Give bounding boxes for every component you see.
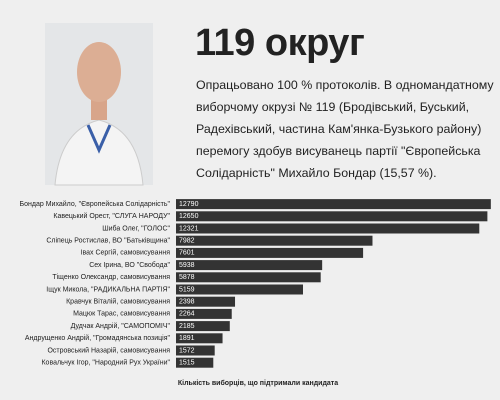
category-label: Шиба Олег, "ГОЛОС"	[102, 224, 170, 232]
bar	[176, 308, 232, 319]
x-axis-label: Кількість виборців, що підтримали кандид…	[178, 379, 338, 387]
bar	[176, 223, 480, 234]
photo	[45, 23, 153, 186]
value-label: 5938	[179, 262, 195, 269]
category-label: Кравчук Віталій, самовисування	[66, 298, 170, 306]
value-label: 12321	[179, 225, 199, 232]
category-label: Іщук Микола, "РАДИКАЛЬНА ПАРТІЯ"	[46, 286, 170, 293]
bar	[176, 272, 321, 283]
category-label: Тіщенко Олександр, самовисування	[52, 273, 170, 281]
value-label: 2264	[179, 311, 195, 318]
value-label: 12790	[179, 201, 199, 208]
bar	[176, 284, 303, 295]
bar	[176, 345, 215, 356]
value-label: 1572	[179, 347, 195, 354]
value-label: 2185	[179, 323, 195, 330]
category-label: Сех Ірина, ВО "Свобода"	[89, 261, 170, 269]
bar	[176, 357, 214, 368]
bar	[176, 333, 223, 344]
category-label: Дудчак Андрій, "САМОПОМІЧ"	[71, 322, 171, 330]
category-label: Івах Сергій, самовисування	[81, 249, 171, 257]
value-label: 1891	[179, 335, 195, 342]
category-label: Кавецький Орест, "СЛУГА НАРОДУ"	[53, 212, 170, 220]
bar	[176, 199, 491, 210]
value-label: 2398	[179, 299, 195, 306]
category-label: Андрущенко Андрій, "Громадянська позиція…	[25, 334, 171, 342]
value-label: 5159	[179, 286, 195, 293]
category-label: Ковальчук Ігор, "Народний Рух України"	[41, 359, 170, 367]
value-label: 5878	[179, 274, 195, 281]
bar	[176, 260, 323, 271]
value-label: 7982	[179, 238, 195, 245]
bar	[176, 296, 236, 307]
category-label: Мацюк Тарас, самовисування	[73, 311, 170, 318]
bar	[176, 235, 373, 246]
category-label: Сліпець Ростислав, ВО "Батьківщина"	[46, 237, 170, 245]
value-label: 12650	[179, 213, 199, 220]
title: 119 округ	[195, 22, 365, 64]
category-label: Бондар Михайло, "Європейська Солідарніст…	[20, 200, 171, 208]
category-label: Островський Назарій, самовисування	[47, 346, 170, 354]
bar	[176, 321, 230, 332]
bar	[176, 211, 488, 222]
description: Опрацьовано 100 % протоколів. В одноманд…	[196, 78, 494, 180]
value-label: 1515	[179, 360, 195, 367]
bar	[176, 247, 364, 258]
value-label: 7601	[179, 250, 195, 257]
